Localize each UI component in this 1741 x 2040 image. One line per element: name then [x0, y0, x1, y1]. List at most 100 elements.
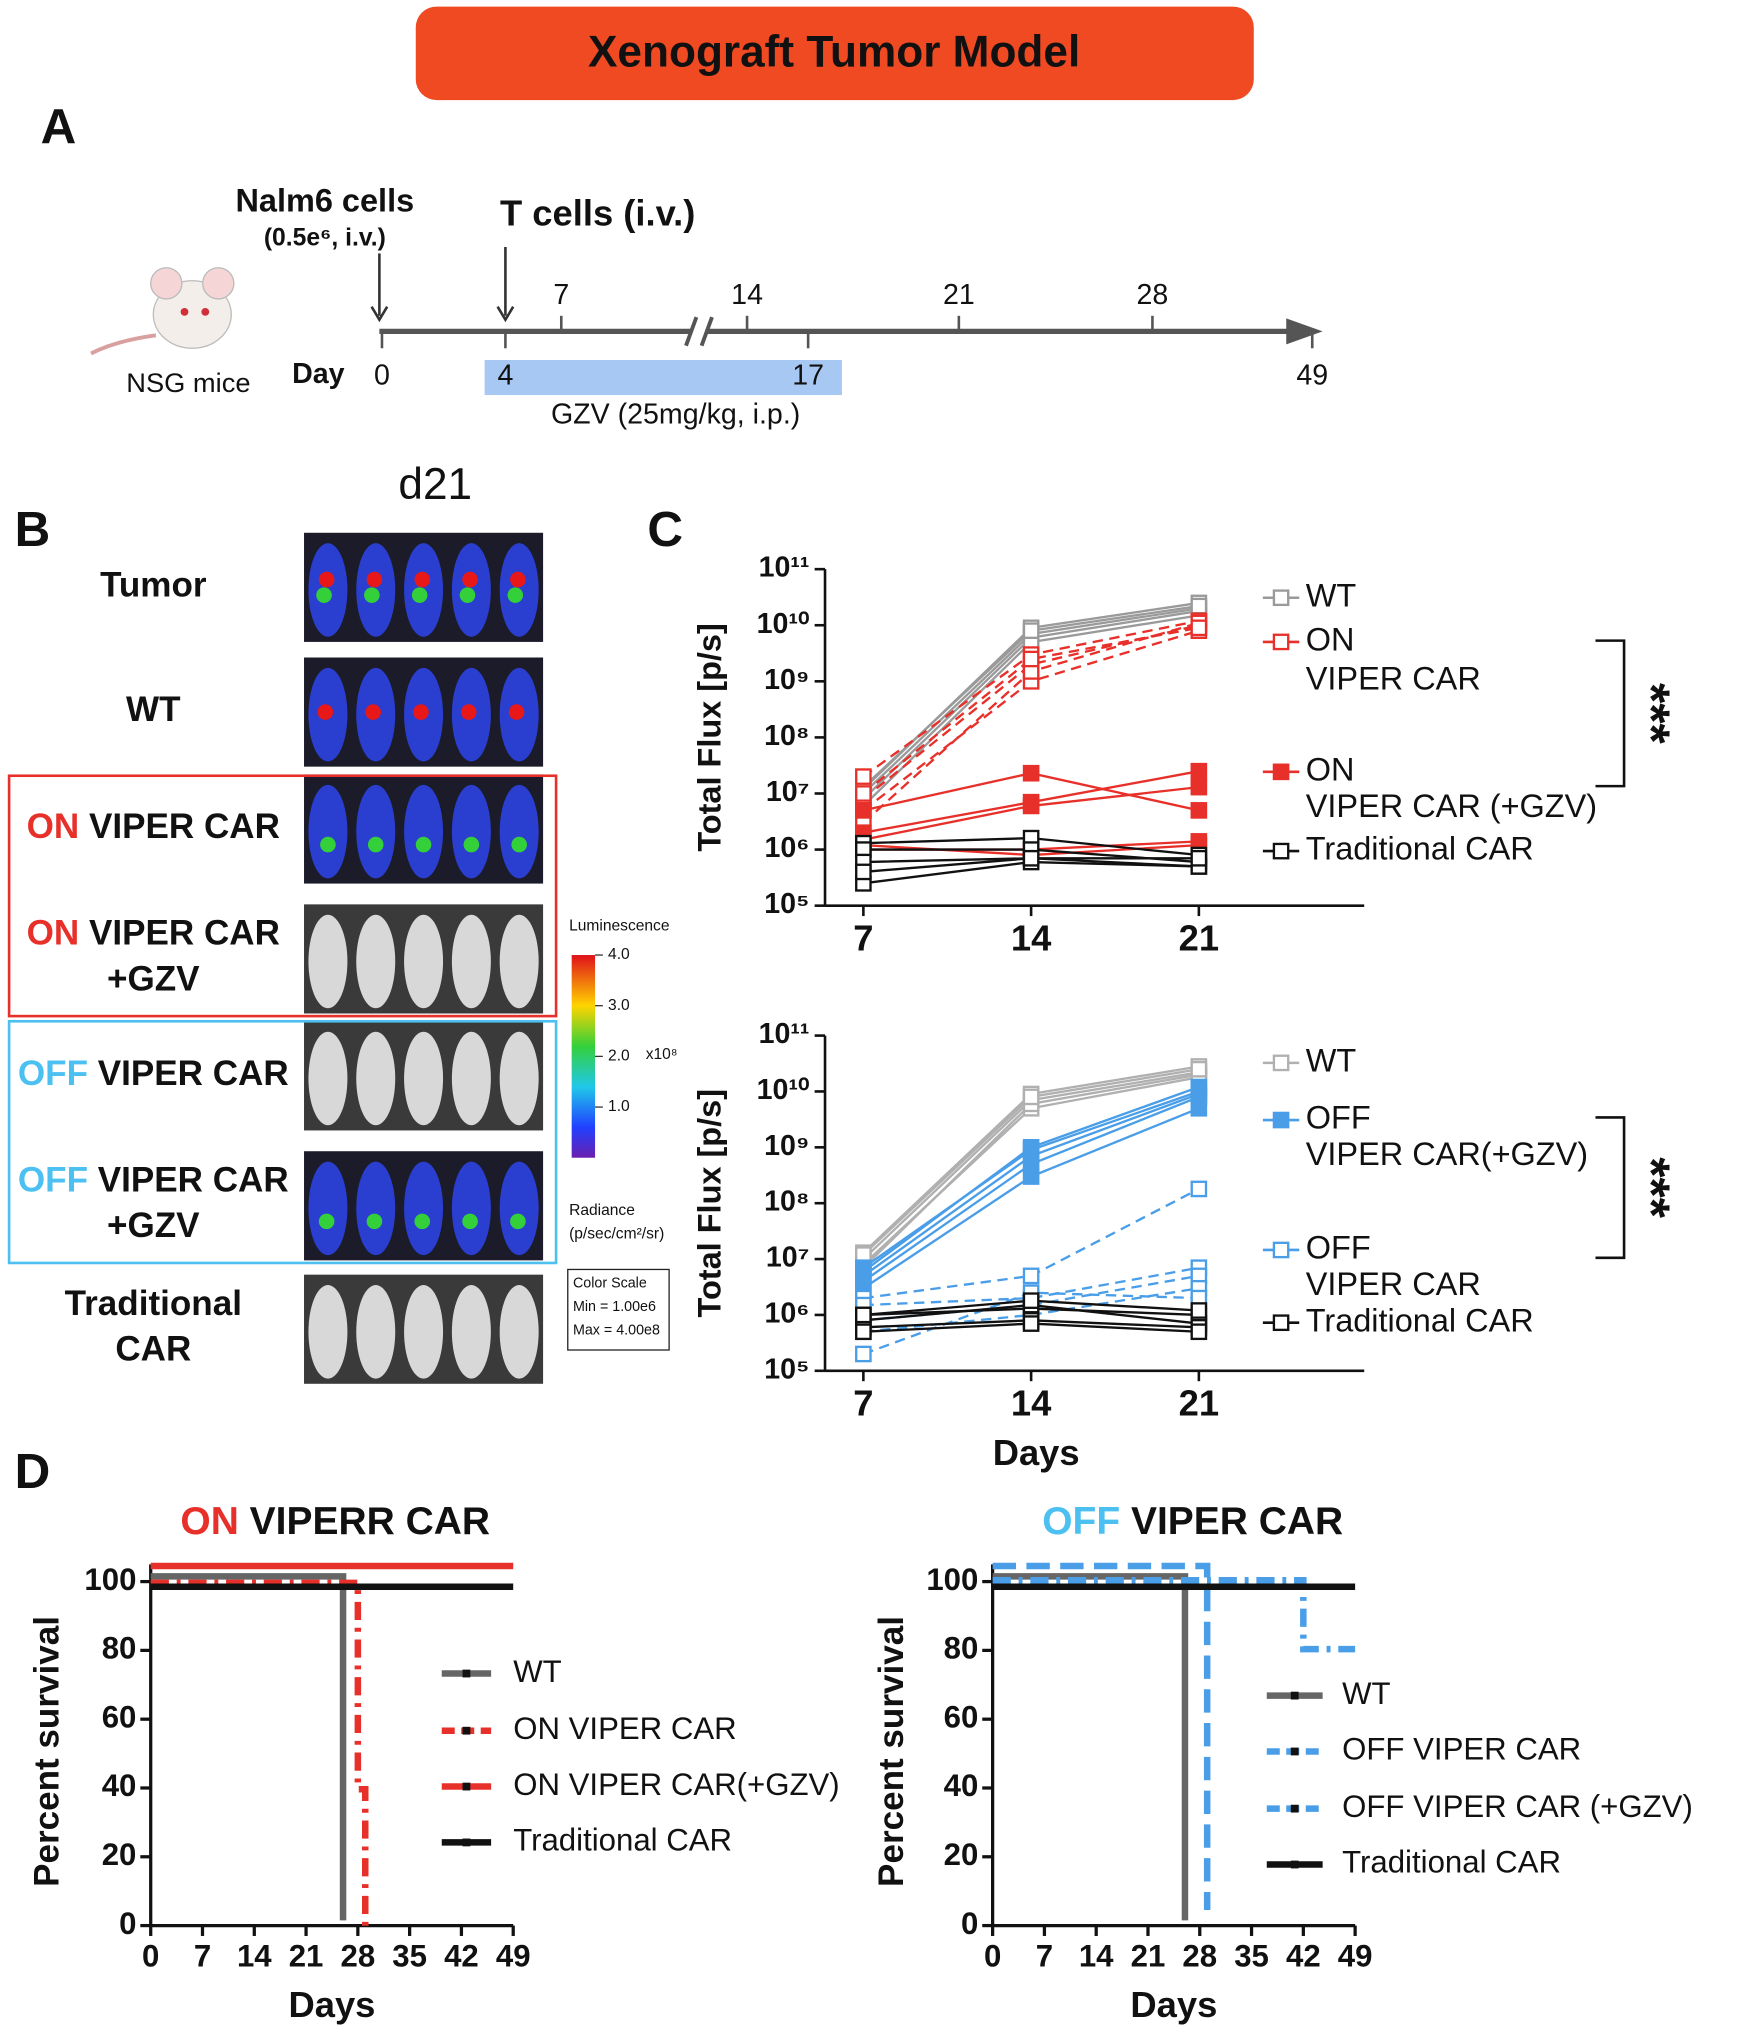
- row-label-prefix: ON: [27, 914, 80, 953]
- signal-spot: [463, 836, 480, 853]
- row-label-space: [88, 1054, 98, 1093]
- mouse-tail: [90, 333, 157, 356]
- legend-label: ON: [1306, 751, 1355, 787]
- legend-marker: [1272, 1054, 1290, 1072]
- x-tick-label: 7: [853, 917, 873, 958]
- data-point: [855, 1306, 872, 1324]
- y-tick-label: 60: [102, 1699, 137, 1734]
- row-label-text: Traditional: [65, 1284, 242, 1323]
- y-tick-label: 20: [944, 1837, 979, 1872]
- legend-marker: [1290, 1860, 1299, 1869]
- legend-label: ON VIPER CAR: [513, 1711, 736, 1746]
- y-tick-label: 10⁶: [764, 832, 809, 864]
- x-tick-label: 0: [984, 1938, 1001, 1973]
- x-tick-label: 42: [444, 1938, 479, 1973]
- scale-box-text: Max = 4.00e8: [573, 1322, 660, 1338]
- timeline-tick-label: 21: [943, 279, 975, 311]
- row-label-text: VIPER CAR: [98, 1054, 289, 1093]
- row-label-text: WT: [126, 690, 181, 729]
- row-label: ON VIPER CAR: [27, 807, 280, 846]
- mouse-eye: [180, 308, 189, 316]
- title-banner: [415, 6, 1254, 101]
- timeline-arrow: [1286, 318, 1323, 345]
- signal-spot: [411, 587, 428, 603]
- data-point: [855, 768, 872, 785]
- legend-label: VIPER CAR: [1306, 1266, 1481, 1302]
- ivis-image: [304, 904, 544, 1014]
- legend-label: Traditional CAR: [1306, 1302, 1534, 1338]
- legend-label: OFF VIPER CAR (+GZV): [1342, 1789, 1693, 1824]
- off-group-box: [7, 1020, 558, 1265]
- y-tick-label: 0: [119, 1906, 136, 1941]
- legend-label: VIPER CAR(+GZV): [1306, 1136, 1588, 1172]
- legend-marker: [462, 1782, 471, 1791]
- mouse-silhouette: [404, 914, 444, 1009]
- signal-spot: [320, 836, 336, 853]
- survival-line: [992, 1562, 1211, 1910]
- row-label-prefix: OFF: [18, 1161, 88, 1200]
- survival-line: [992, 1577, 1356, 1653]
- signal-spot: [510, 1213, 526, 1230]
- mouse-silhouette: [404, 1031, 444, 1126]
- colorbar-unit-title: Radiance: [569, 1202, 635, 1219]
- signal-spot: [507, 587, 524, 603]
- data-point: [1022, 1292, 1040, 1309]
- data-point: [1022, 650, 1040, 668]
- mouse-eye: [201, 308, 210, 316]
- signal-spot: [317, 704, 334, 720]
- signal-spot: [316, 587, 332, 603]
- signal-spot: [510, 571, 526, 588]
- mouse-silhouette: [356, 1161, 396, 1256]
- row-label-space: [88, 1161, 98, 1200]
- timeline-tick-label: 28: [1137, 279, 1169, 311]
- mouse-silhouette: [356, 1285, 396, 1379]
- x-tick-label: 14: [1011, 1382, 1052, 1423]
- x-axis-title: Days: [288, 1984, 375, 2025]
- y-tick-label: 40: [102, 1768, 137, 1803]
- row-label-text: VIPER CAR: [89, 914, 280, 953]
- mouse-icon: [90, 267, 235, 356]
- legend-label: ON: [1306, 621, 1355, 657]
- y-tick-label: 10¹¹: [759, 552, 810, 584]
- chart-title: OFF VIPER CAR: [1042, 1500, 1343, 1543]
- signal-spot: [318, 1213, 335, 1230]
- mouse-silhouette: [356, 1031, 396, 1126]
- mouse-silhouette: [308, 914, 348, 1009]
- mouse-line: [862, 626, 1200, 795]
- legend-marker: [1272, 633, 1290, 651]
- ivis-image: [304, 1021, 544, 1131]
- mouse-silhouette: [451, 914, 491, 1009]
- y-tick-label: 10¹⁰: [757, 1074, 810, 1106]
- row-label: WT: [126, 690, 181, 729]
- ivis-image: [304, 774, 544, 884]
- mouse-silhouette: [451, 1285, 491, 1379]
- data-point: [1190, 1083, 1208, 1100]
- gzv-bar: [484, 359, 842, 396]
- mouse-silhouette: [356, 784, 396, 879]
- gzv-label: GZV (25mg/kg, i.p.): [551, 398, 800, 430]
- legend-marker: [1272, 1111, 1290, 1129]
- survival-line: [992, 1573, 1189, 1921]
- timeline-tick-label: 17: [792, 359, 824, 391]
- x-axis-title: Days: [1130, 1984, 1217, 2025]
- mouse-silhouette: [356, 914, 396, 1009]
- signal-spot: [508, 704, 525, 720]
- legend-label: VIPER CAR: [1306, 660, 1481, 696]
- x-tick-label: 21: [1179, 917, 1219, 958]
- x-tick-label: 14: [1011, 917, 1052, 958]
- data-point: [1022, 797, 1040, 815]
- imaging-day: d21: [398, 460, 472, 509]
- data-point: [1190, 778, 1208, 796]
- timeline-tick-label: 14: [731, 279, 763, 311]
- data-point: [1190, 597, 1208, 615]
- legend-label: Traditional CAR: [513, 1823, 732, 1858]
- data-point: [855, 1345, 872, 1363]
- y-tick-label: 10⁵: [764, 888, 809, 920]
- row-label-text: VIPER CAR: [98, 1161, 289, 1200]
- legend-marker: [1272, 1314, 1290, 1332]
- row-label-text: Tumor: [100, 566, 207, 605]
- panel-label: A: [41, 99, 77, 154]
- legend-marker: [1272, 763, 1290, 781]
- x-tick-label: 7: [1036, 1938, 1053, 1973]
